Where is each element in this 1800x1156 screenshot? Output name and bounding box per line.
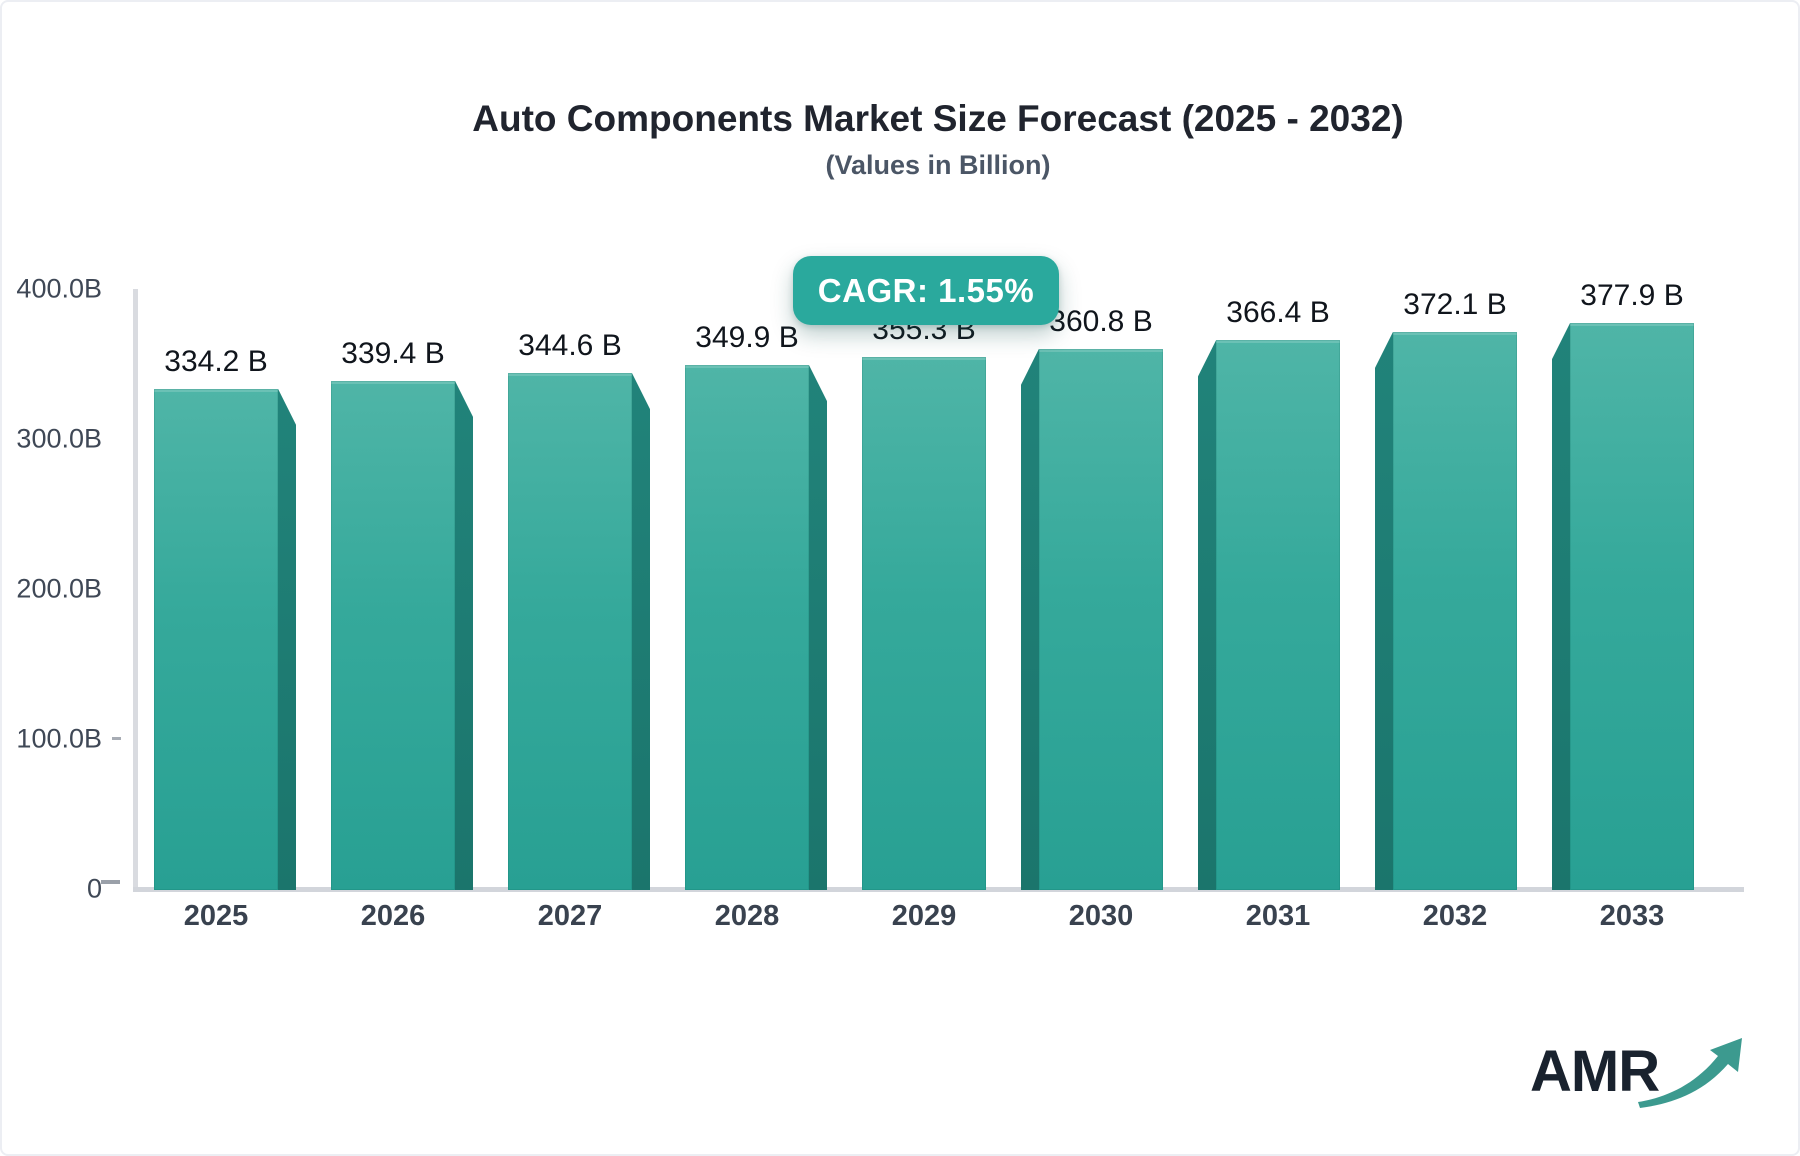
bar-3d-side (1552, 323, 1570, 890)
x-axis-year-label: 2025 (183, 900, 249, 932)
y-axis-tick-label: 100.0B (16, 723, 102, 754)
x-axis-year-label: 2027 (537, 900, 603, 932)
cagr-badge: CAGR: 1.55% (793, 256, 1059, 325)
x-axis-year-label: 2028 (714, 900, 780, 932)
bar-3d-side (632, 373, 650, 890)
bar-2032 (1393, 331, 1517, 890)
bar-value-label: 372.1 B (1403, 287, 1507, 321)
bar-value-label: 377.9 B (1580, 279, 1684, 313)
bar-2027 (508, 373, 632, 890)
y-axis-tick-label: 200.0B (16, 573, 102, 604)
bar-2031 (1216, 340, 1340, 890)
bar-3d-side (455, 380, 473, 890)
trend-up-arrow-icon (1638, 1038, 1742, 1108)
bar-value-label: 360.8 B (1049, 304, 1153, 338)
bar-2033 (1570, 323, 1694, 890)
y-axis-line (133, 289, 138, 889)
bar-value-label: 334.2 B (164, 344, 268, 378)
bar-3d-side (1198, 340, 1216, 890)
bar-value-label: 366.4 B (1226, 296, 1330, 330)
y-axis-tick-mark (112, 737, 121, 740)
bar-2029 (862, 357, 986, 890)
x-axis-year-label: 2030 (1068, 900, 1134, 932)
y-axis-tick-label: 0 (86, 873, 102, 904)
brand-logo-text: AMR (1530, 1039, 1660, 1104)
x-axis-year-label: 2032 (1422, 900, 1488, 932)
x-axis-year-label: 2026 (360, 900, 426, 932)
y-axis-tick-label: 400.0B (16, 273, 102, 304)
chart-title: Auto Components Market Size Forecast (20… (472, 98, 1404, 139)
bar-2026 (331, 380, 455, 890)
bar-value-label: 349.9 B (695, 321, 799, 355)
bar-3d-side (278, 388, 296, 890)
bar-value-label: 339.4 B (341, 336, 445, 370)
chart-subtitle: (Values in Billion) (825, 150, 1051, 180)
bar-3d-side (809, 365, 827, 890)
bar-3d-side (1375, 331, 1393, 890)
bar-2030 (1039, 348, 1163, 890)
brand-logo: AMR (1530, 1024, 1750, 1124)
bar-value-label: 344.6 B (518, 329, 622, 363)
x-axis-year-label: 2033 (1599, 900, 1665, 932)
y-axis-tick-label: 300.0B (16, 423, 102, 454)
bar-3d-side (1021, 348, 1039, 890)
x-axis-year-label: 2031 (1245, 900, 1311, 932)
x-axis-year-label: 2029 (891, 900, 957, 932)
y-axis-tick-mark (101, 880, 120, 884)
bar-2028 (685, 365, 809, 890)
bar-2025 (154, 388, 278, 890)
